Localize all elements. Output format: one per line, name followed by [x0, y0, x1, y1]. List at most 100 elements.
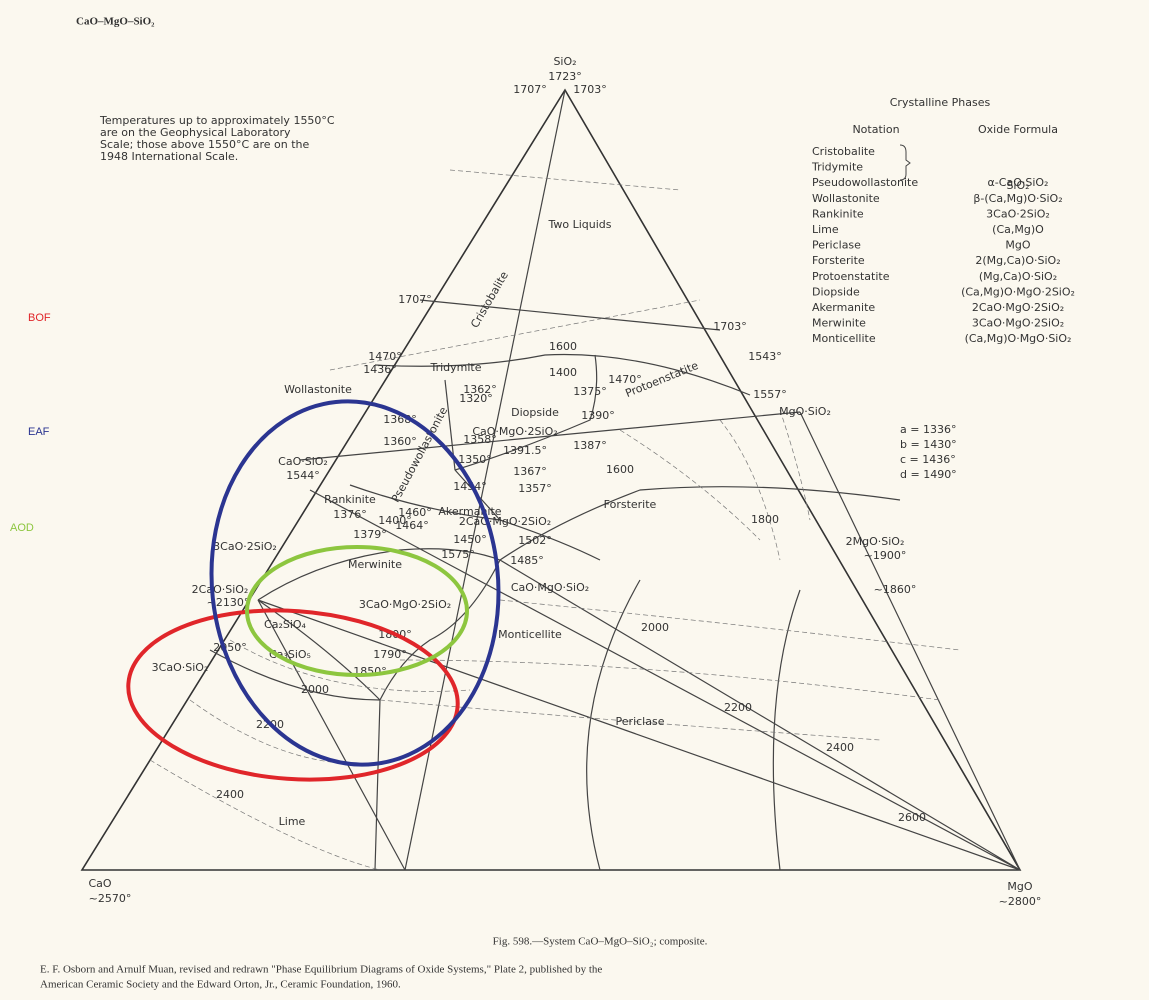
isotherms — [149, 169, 961, 871]
legend-name: Protoenstatite — [812, 270, 890, 283]
legend-formula: MgO — [1005, 239, 1030, 252]
caption: Fig. 598.—System CaO–MgO–SiO₂; composite… — [493, 936, 708, 948]
temperature-label: 1376° — [333, 508, 367, 521]
header: CaO–MgO–SiO₂ — [76, 16, 155, 28]
temperature-label: 1367° — [513, 465, 547, 478]
temperature-label: 2050° — [213, 641, 247, 654]
region-label: Tridymite — [429, 361, 481, 374]
apex-name: MgO — [1007, 880, 1032, 893]
legend-name: Periclase — [812, 239, 861, 252]
region-label: Rankinite — [324, 493, 376, 506]
legend-name: Merwinite — [812, 317, 866, 330]
region-label: Periclase — [616, 715, 665, 728]
region-label: Forsterite — [604, 498, 657, 511]
temperature-label: 2600 — [898, 811, 926, 824]
note-line: 1948 International Scale. — [100, 150, 238, 163]
compound-label: 1544° — [286, 469, 320, 482]
temperature-label: 2400 — [216, 788, 244, 801]
invariant-point: c = 1436° — [900, 453, 956, 466]
temperature-label: 1800 — [751, 513, 779, 526]
legend-name: Akermanite — [812, 301, 875, 314]
legend-header: Oxide Formula — [978, 123, 1058, 136]
invariant-point: b = 1430° — [900, 438, 957, 451]
legend-brace — [899, 144, 911, 181]
temperature-label: ~1860° — [874, 583, 917, 596]
temperature-label: 1470° — [368, 350, 402, 363]
temperature-label: 1391.5° — [503, 444, 547, 457]
temperature-label: 1358° — [463, 433, 497, 446]
legend-name: Forsterite — [812, 254, 865, 267]
temperature-label: 2400 — [826, 741, 854, 754]
temperature-label: 1543° — [748, 350, 782, 363]
legend-name: Tridymite — [811, 161, 863, 174]
region-label: Two Liquids — [547, 218, 611, 231]
process-label: EAF — [28, 426, 50, 438]
region-label: Monticellite — [498, 628, 562, 641]
temperature-label: 1575° — [441, 548, 475, 561]
temperature-label: 1379° — [353, 528, 387, 541]
note-line: Temperatures up to approximately 1550°C — [99, 114, 335, 127]
temperature-label: 1600 — [549, 340, 577, 353]
phase-lines — [80, 88, 1022, 871]
legend-formula: 2(Mg,Ca)O·SiO₂ — [975, 254, 1060, 267]
temperature-label: 1390° — [581, 409, 615, 422]
compound-label: 3CaO·2SiO₂ — [213, 540, 277, 553]
legend-formula: 2CaO·MgO·2SiO₂ — [972, 301, 1064, 314]
legend-title: Crystalline Phases — [890, 96, 991, 109]
temperature-label: 1357° — [518, 482, 552, 495]
process-region — [209, 399, 501, 767]
apex-temp: 1723° — [548, 70, 582, 83]
temperature-label: 1600 — [606, 463, 634, 476]
temperature-label: 1502° — [518, 534, 552, 547]
temperature-label: 2200 — [724, 701, 752, 714]
process-label: AOD — [10, 522, 34, 534]
compound-label: ~1900° — [864, 549, 907, 562]
compound-label: 2MgO·SiO₂ — [846, 535, 905, 548]
temperature-label: 1436° — [363, 363, 397, 376]
region-label: Lime — [279, 815, 306, 828]
temperature-label: 1454° — [453, 480, 487, 493]
note-line: Scale; those above 1550°C are on the — [100, 138, 309, 151]
region-label: Merwinite — [348, 558, 402, 571]
process-region — [245, 545, 469, 677]
temperature-label: 1703° — [573, 83, 607, 96]
invariant-point: a = 1336° — [900, 423, 956, 436]
compound-label: MgO·SiO₂ — [779, 405, 831, 418]
temperature-label: 2000 — [641, 621, 669, 634]
legend-formula: α-CaO·SiO₂ — [988, 176, 1049, 189]
temperature-label: 1400 — [549, 366, 577, 379]
apex-name: SiO₂ — [553, 55, 576, 68]
boundary-curves — [209, 299, 901, 871]
legend-formula: (Ca,Mg)O — [992, 223, 1044, 236]
compound-label: CaO·MgO·2SiO₂ — [472, 425, 557, 438]
temperature-label: 1375° — [573, 385, 607, 398]
temperature-label: 1707° — [398, 293, 432, 306]
credit-line: American Ceramic Society and the Edward … — [40, 979, 401, 991]
temperature-label: 1464° — [395, 519, 429, 532]
compound-label: CaO·MgO·SiO₂ — [511, 581, 589, 594]
legend-name: Pseudowollastonite — [812, 176, 918, 189]
compound-label: CaO·SiO₂ — [278, 455, 328, 468]
legend-formula: (Mg,Ca)O·SiO₂ — [979, 270, 1057, 283]
temperature-label: 1790° — [373, 648, 407, 661]
invariant-point: d = 1490° — [900, 468, 957, 481]
temperature-label: 1350° — [458, 453, 492, 466]
region-label: Diopside — [511, 406, 559, 419]
temperature-label: 1320° — [459, 392, 493, 405]
temperature-label: 1362° — [463, 383, 497, 396]
temperature-label: 1460° — [398, 506, 432, 519]
apex-temp: ~2800° — [999, 895, 1042, 908]
temperature-label: 1703° — [713, 320, 747, 333]
temperature-label: 1450° — [453, 533, 487, 546]
region-label: Wollastonite — [284, 383, 352, 396]
triangle — [80, 88, 1022, 871]
legend-formula: SiO₂ — [1006, 179, 1029, 192]
compound-label: ~2130° — [207, 596, 250, 609]
region-label: Ca₂SiO₄ — [264, 618, 307, 631]
legend-name: Rankinite — [812, 207, 864, 220]
compound-label: 2CaO·SiO₂ — [192, 583, 249, 596]
legend-header: Notation — [852, 123, 899, 136]
temperature-label: 1707° — [513, 83, 547, 96]
credit-line: E. F. Osborn and Arnulf Muan, revised an… — [40, 964, 602, 976]
